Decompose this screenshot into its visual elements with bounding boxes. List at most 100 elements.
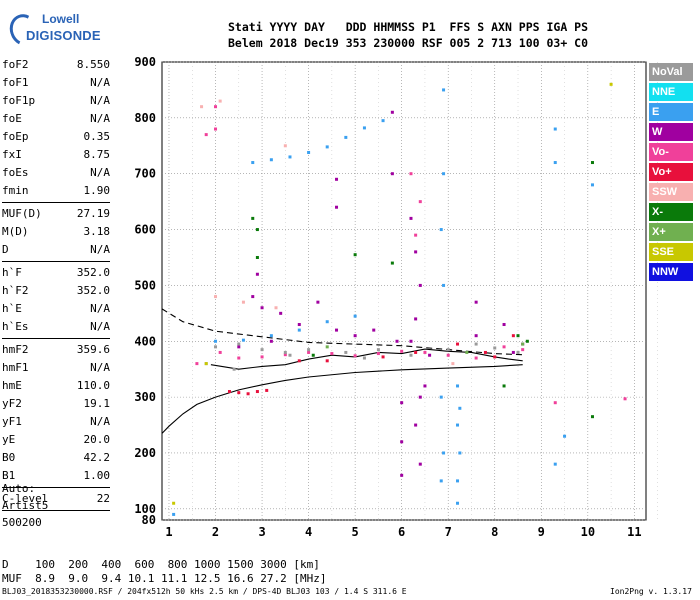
- data-point: [414, 350, 418, 354]
- param-value: N/A: [90, 112, 110, 125]
- param-row: C-level 22: [2, 490, 110, 508]
- param-row: yE 20.0: [2, 431, 110, 449]
- data-point: [418, 283, 422, 287]
- y-tick-label: 100: [134, 502, 156, 516]
- x-tick-label: 1: [165, 525, 172, 539]
- data-point: [251, 161, 255, 165]
- legend-item-ssw: SSW: [649, 183, 693, 201]
- param-row: foF2 8.550: [2, 56, 110, 74]
- data-point: [344, 350, 348, 354]
- param-name: foEs: [2, 166, 29, 179]
- data-point: [288, 353, 292, 357]
- param-name: h`F2: [2, 284, 29, 297]
- data-point: [456, 501, 460, 505]
- data-point: [553, 401, 557, 405]
- param-name: M(D): [2, 225, 29, 238]
- data-point: [269, 158, 273, 162]
- param-name: foF1: [2, 76, 29, 89]
- data-point: [442, 172, 446, 176]
- param-value: 359.6: [76, 343, 110, 356]
- legend-item-nnw: NNW: [649, 263, 693, 281]
- param-name: fxI: [2, 148, 22, 161]
- param-value: N/A: [90, 76, 110, 89]
- param-value: N/A: [90, 415, 110, 428]
- param-name: hmF1: [2, 361, 29, 374]
- data-point: [493, 346, 497, 350]
- legend-item-w: W: [649, 123, 693, 141]
- data-point: [442, 88, 446, 92]
- y-tick-label: 800: [134, 111, 156, 125]
- data-point: [325, 320, 329, 324]
- param-divider: [2, 487, 110, 488]
- data-point: [307, 350, 311, 354]
- data-point: [474, 356, 478, 360]
- data-point: [344, 135, 348, 139]
- data-point: [409, 353, 413, 357]
- param-divider: [2, 261, 110, 262]
- data-point: [204, 362, 208, 366]
- param-name: foF1p: [2, 94, 36, 107]
- data-point: [237, 345, 241, 349]
- data-point: [409, 216, 413, 220]
- data-point: [255, 255, 259, 259]
- data-point: [390, 261, 394, 265]
- data-point: [446, 353, 450, 357]
- parameter-panel: foF2 8.550 foF1 N/A foF1p N/A foE N/A foEp 0.35 fx…: [2, 56, 110, 513]
- param-value: 3.18: [83, 225, 111, 238]
- data-point: [283, 353, 287, 357]
- y-tick-label: 600: [134, 223, 156, 237]
- data-point: [521, 342, 525, 346]
- param-name: h`Es: [2, 320, 29, 333]
- param-name: B0: [2, 451, 16, 464]
- data-point: [423, 350, 427, 354]
- data-point: [283, 350, 287, 354]
- data-point: [288, 155, 292, 159]
- x-tick-label: 4: [305, 525, 312, 539]
- param-value: 110.0: [76, 379, 110, 392]
- param-row: hmE 110.0: [2, 377, 110, 395]
- data-point: [218, 99, 222, 103]
- param-row: hmF2 359.6: [2, 341, 110, 359]
- data-point: [237, 391, 241, 395]
- polarization-legend: NoVal NNE E W Vo- Vo+ SSW X- X+ SSE NNW: [649, 63, 693, 283]
- data-point: [214, 345, 218, 349]
- data-point: [307, 150, 311, 154]
- footer-version: Ion2Png v. 1.3.17: [610, 587, 692, 596]
- data-point: [218, 350, 222, 354]
- data-point: [381, 355, 385, 359]
- legend-item-vo: Vo-: [649, 143, 693, 161]
- data-point: [474, 300, 478, 304]
- data-point: [418, 200, 422, 204]
- legend-item-vo: Vo+: [649, 163, 693, 181]
- data-point: [456, 342, 460, 346]
- data-point: [423, 384, 427, 388]
- footer-file-info: BLJ03_2018353230000.RSF / 204fx512h 50 k…: [2, 587, 407, 596]
- param-name: MUF(D): [2, 207, 42, 220]
- data-point: [353, 334, 357, 338]
- data-point: [204, 133, 208, 137]
- data-point: [232, 367, 236, 371]
- data-point: [330, 352, 334, 356]
- data-point: [376, 348, 380, 352]
- data-point: [376, 352, 380, 356]
- data-point: [590, 415, 594, 419]
- param-name: C-level: [2, 492, 49, 505]
- data-point: [414, 250, 418, 254]
- data-point: [521, 348, 525, 352]
- data-point: [516, 350, 520, 354]
- param-row: h`F 352.0: [2, 264, 110, 282]
- data-point: [400, 473, 404, 477]
- data-point: [172, 512, 176, 516]
- param-value: 1.90: [83, 184, 111, 197]
- data-point: [255, 390, 259, 394]
- auto-panel: Auto: Artist5 500200: [2, 480, 110, 531]
- param-row: foF1 N/A: [2, 74, 110, 92]
- param-value: 1.00: [83, 469, 111, 482]
- data-point: [390, 110, 394, 114]
- param-value: 8.75: [83, 148, 111, 161]
- data-point: [214, 127, 218, 131]
- data-point: [502, 384, 506, 388]
- param-divider: [2, 202, 110, 203]
- data-point: [260, 306, 264, 310]
- data-point: [307, 348, 311, 352]
